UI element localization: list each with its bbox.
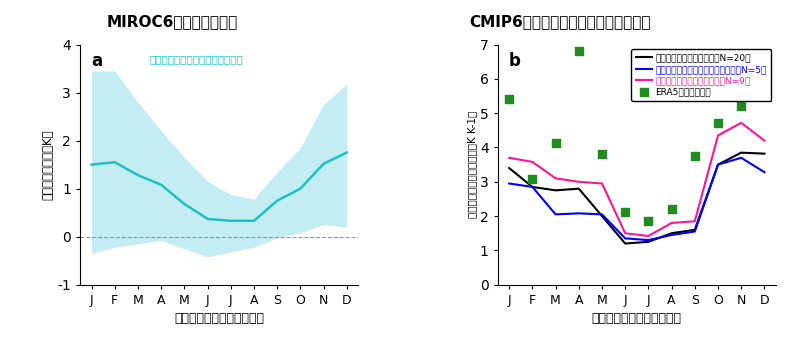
Legend: 降水診断型の気候モデル（N=20）, 降水予報型であるが放射効果無し（N=5）, 降水予報型＋放射効果有り（N=9）, ERA5再解析データ: 降水診断型の気候モデル（N=20）, 降水予報型であるが放射効果無し（N=5）,… [631,49,771,101]
降水予報型＋放射効果有り（N=9） [644,234,654,238]
ERA5再解析データ [573,49,586,54]
ERA5再解析データ [666,206,678,212]
降水予報型であるが放射効果無し（N=5） [505,181,514,186]
Y-axis label: 北極温暖化インデックス（K K-1）: 北極温暖化インデックス（K K-1） [467,111,477,218]
降水予報型であるが放射効果無し（N=5） [597,212,607,216]
降水予報型であるが放射効果無し（N=5） [760,170,770,174]
Line: 降水診断型の気候モデル（N=20）: 降水診断型の気候モデル（N=20） [510,153,765,244]
降水予報型＋放射効果有り（N=9） [737,121,746,125]
ERA5再解析データ [758,75,771,81]
降水予報型であるが放射効果無し（N=5） [644,238,654,242]
降水予報型＋放射効果有り（N=9） [574,180,584,184]
降水予報型であるが放射効果無し（N=5） [690,229,699,234]
降水予報型であるが放射効果無し（N=5） [621,236,630,240]
降水予報型であるが放射効果無し（N=5） [550,212,560,216]
ERA5再解析データ [712,120,725,126]
降水予報型であるが放射効果無し（N=5） [737,156,746,160]
降水予報型＋放射効果有り（N=9） [597,181,607,186]
降水予報型＋放射効果有り（N=9） [550,176,560,180]
ERA5再解析データ [503,97,516,102]
降水予報型＋放射効果有り（N=9） [714,133,723,138]
Y-axis label: 地表面気温の差（K）: 地表面気温の差（K） [42,129,54,200]
降水診断型の気候モデル（N=20） [667,231,677,235]
降水予報型＋放射効果有り（N=9） [667,221,677,225]
降水診断型の気候モデル（N=20） [644,240,654,244]
Text: MIROC6による感度実験: MIROC6による感度実験 [106,14,238,29]
Text: b: b [509,52,521,70]
降水診断型の気候モデル（N=20） [737,151,746,155]
ERA5再解析データ [526,176,539,182]
Text: 降水の放射効果の有無による差異: 降水の放射効果の有無による差異 [150,54,243,64]
降水予報型であるが放射効果無し（N=5） [714,163,723,167]
降水予報型であるが放射効果無し（N=5） [667,233,677,237]
ERA5再解析データ [549,141,562,146]
降水予報型＋放射効果有り（N=9） [760,139,770,143]
降水予報型＋放射効果有り（N=9） [690,219,699,223]
降水予報型＋放射効果有り（N=9） [505,156,514,160]
Line: 降水予報型＋放射効果有り（N=9）: 降水予報型＋放射効果有り（N=9） [510,123,765,236]
X-axis label: 年サイクル（カレンダー）: 年サイクル（カレンダー） [174,312,264,325]
ERA5再解析データ [735,104,748,109]
降水診断型の気候モデル（N=20） [528,185,538,189]
降水予報型であるが放射効果無し（N=5） [574,211,584,215]
ERA5再解析データ [595,151,609,156]
X-axis label: 年サイクル（カレンダー）: 年サイクル（カレンダー） [592,312,682,325]
降水診断型の気候モデル（N=20） [690,228,699,232]
降水診断型の気候モデル（N=20） [550,188,560,192]
ERA5再解析データ [642,218,655,224]
ERA5再解析データ [688,153,701,159]
Text: a: a [91,52,102,70]
降水診断型の気候モデル（N=20） [597,214,607,218]
降水診断型の気候モデル（N=20） [505,166,514,170]
降水予報型であるが放射効果無し（N=5） [528,185,538,189]
降水診断型の気候モデル（N=20） [760,152,770,156]
Text: CMIP6モデルによるマルチモデル解析: CMIP6モデルによるマルチモデル解析 [470,14,650,29]
ERA5再解析データ [619,209,632,215]
降水予報型＋放射効果有り（N=9） [621,231,630,235]
Line: 降水予報型であるが放射効果無し（N=5）: 降水予報型であるが放射効果無し（N=5） [510,158,765,240]
降水予報型＋放射効果有り（N=9） [528,160,538,164]
降水診断型の気候モデル（N=20） [621,241,630,246]
降水診断型の気候モデル（N=20） [574,187,584,191]
降水診断型の気候モデル（N=20） [714,163,723,167]
